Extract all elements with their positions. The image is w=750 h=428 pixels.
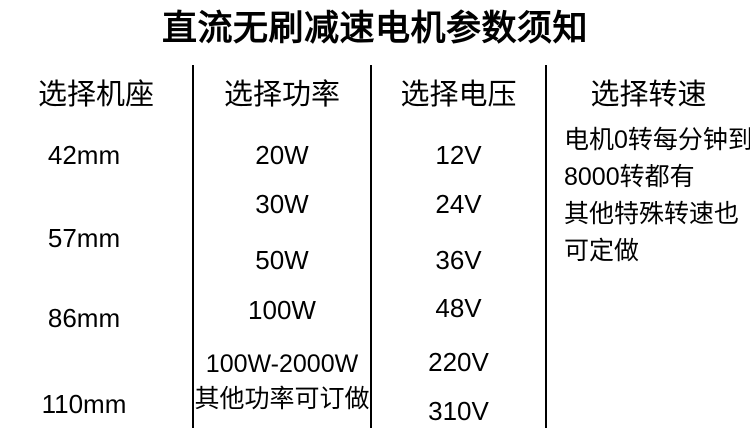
voltage-header: 选择电压	[400, 79, 517, 111]
column-speed: 选择转速 电机0转每分钟到 8000转都有 其他特殊转速也 可定做	[547, 0, 750, 428]
frame-size-option-110mm: 110mm	[41, 389, 127, 419]
power-header: 选择功率	[223, 79, 340, 111]
speed-line-3: 其他特殊转速也	[564, 200, 740, 228]
power-option-20w: 20W	[255, 140, 309, 170]
column-voltage: 选择电压 12V 24V 36V 48V 220V 310V	[372, 0, 545, 428]
speed-description: 电机0转每分钟到 8000转都有 其他特殊转速也 可定做	[564, 122, 750, 270]
column-frame-size: 选择机座 42mm 57mm 86mm 110mm	[0, 0, 192, 428]
voltage-option-36v: 36V	[435, 245, 482, 275]
speed-line-4: 可定做	[564, 237, 640, 265]
power-custom-range: 100W-2000W	[205, 350, 359, 378]
voltage-option-310v: 310V	[428, 396, 489, 426]
power-option-50w: 50W	[255, 245, 309, 275]
speed-line-2: 8000转都有	[564, 163, 695, 191]
page-title: 直流无刷减速电机参数须知	[161, 9, 588, 48]
voltage-option-220v: 220V	[428, 347, 489, 377]
power-option-30w: 30W	[255, 189, 309, 219]
column-divider-1	[192, 65, 194, 428]
voltage-option-48v: 48V	[435, 293, 482, 323]
column-divider-2	[370, 65, 372, 428]
column-power: 选择功率 20W 30W 50W 100W 100W-2000W 其他功率可订做	[194, 0, 370, 428]
speed-line-1: 电机0转每分钟到	[564, 126, 750, 154]
frame-size-option-42mm: 42mm	[47, 140, 121, 170]
speed-header: 选择转速	[590, 79, 707, 111]
frame-size-option-86mm: 86mm	[47, 303, 121, 333]
column-divider-3	[545, 65, 547, 428]
frame-size-header: 选择机座	[37, 79, 154, 111]
voltage-option-12v: 12V	[435, 140, 482, 170]
frame-size-option-57mm: 57mm	[47, 223, 121, 253]
power-option-100w: 100W	[248, 295, 316, 325]
voltage-option-24v: 24V	[435, 189, 482, 219]
power-custom-text: 其他功率可订做	[194, 385, 370, 413]
power-custom-note: 100W-2000W 其他功率可订做	[194, 347, 370, 417]
